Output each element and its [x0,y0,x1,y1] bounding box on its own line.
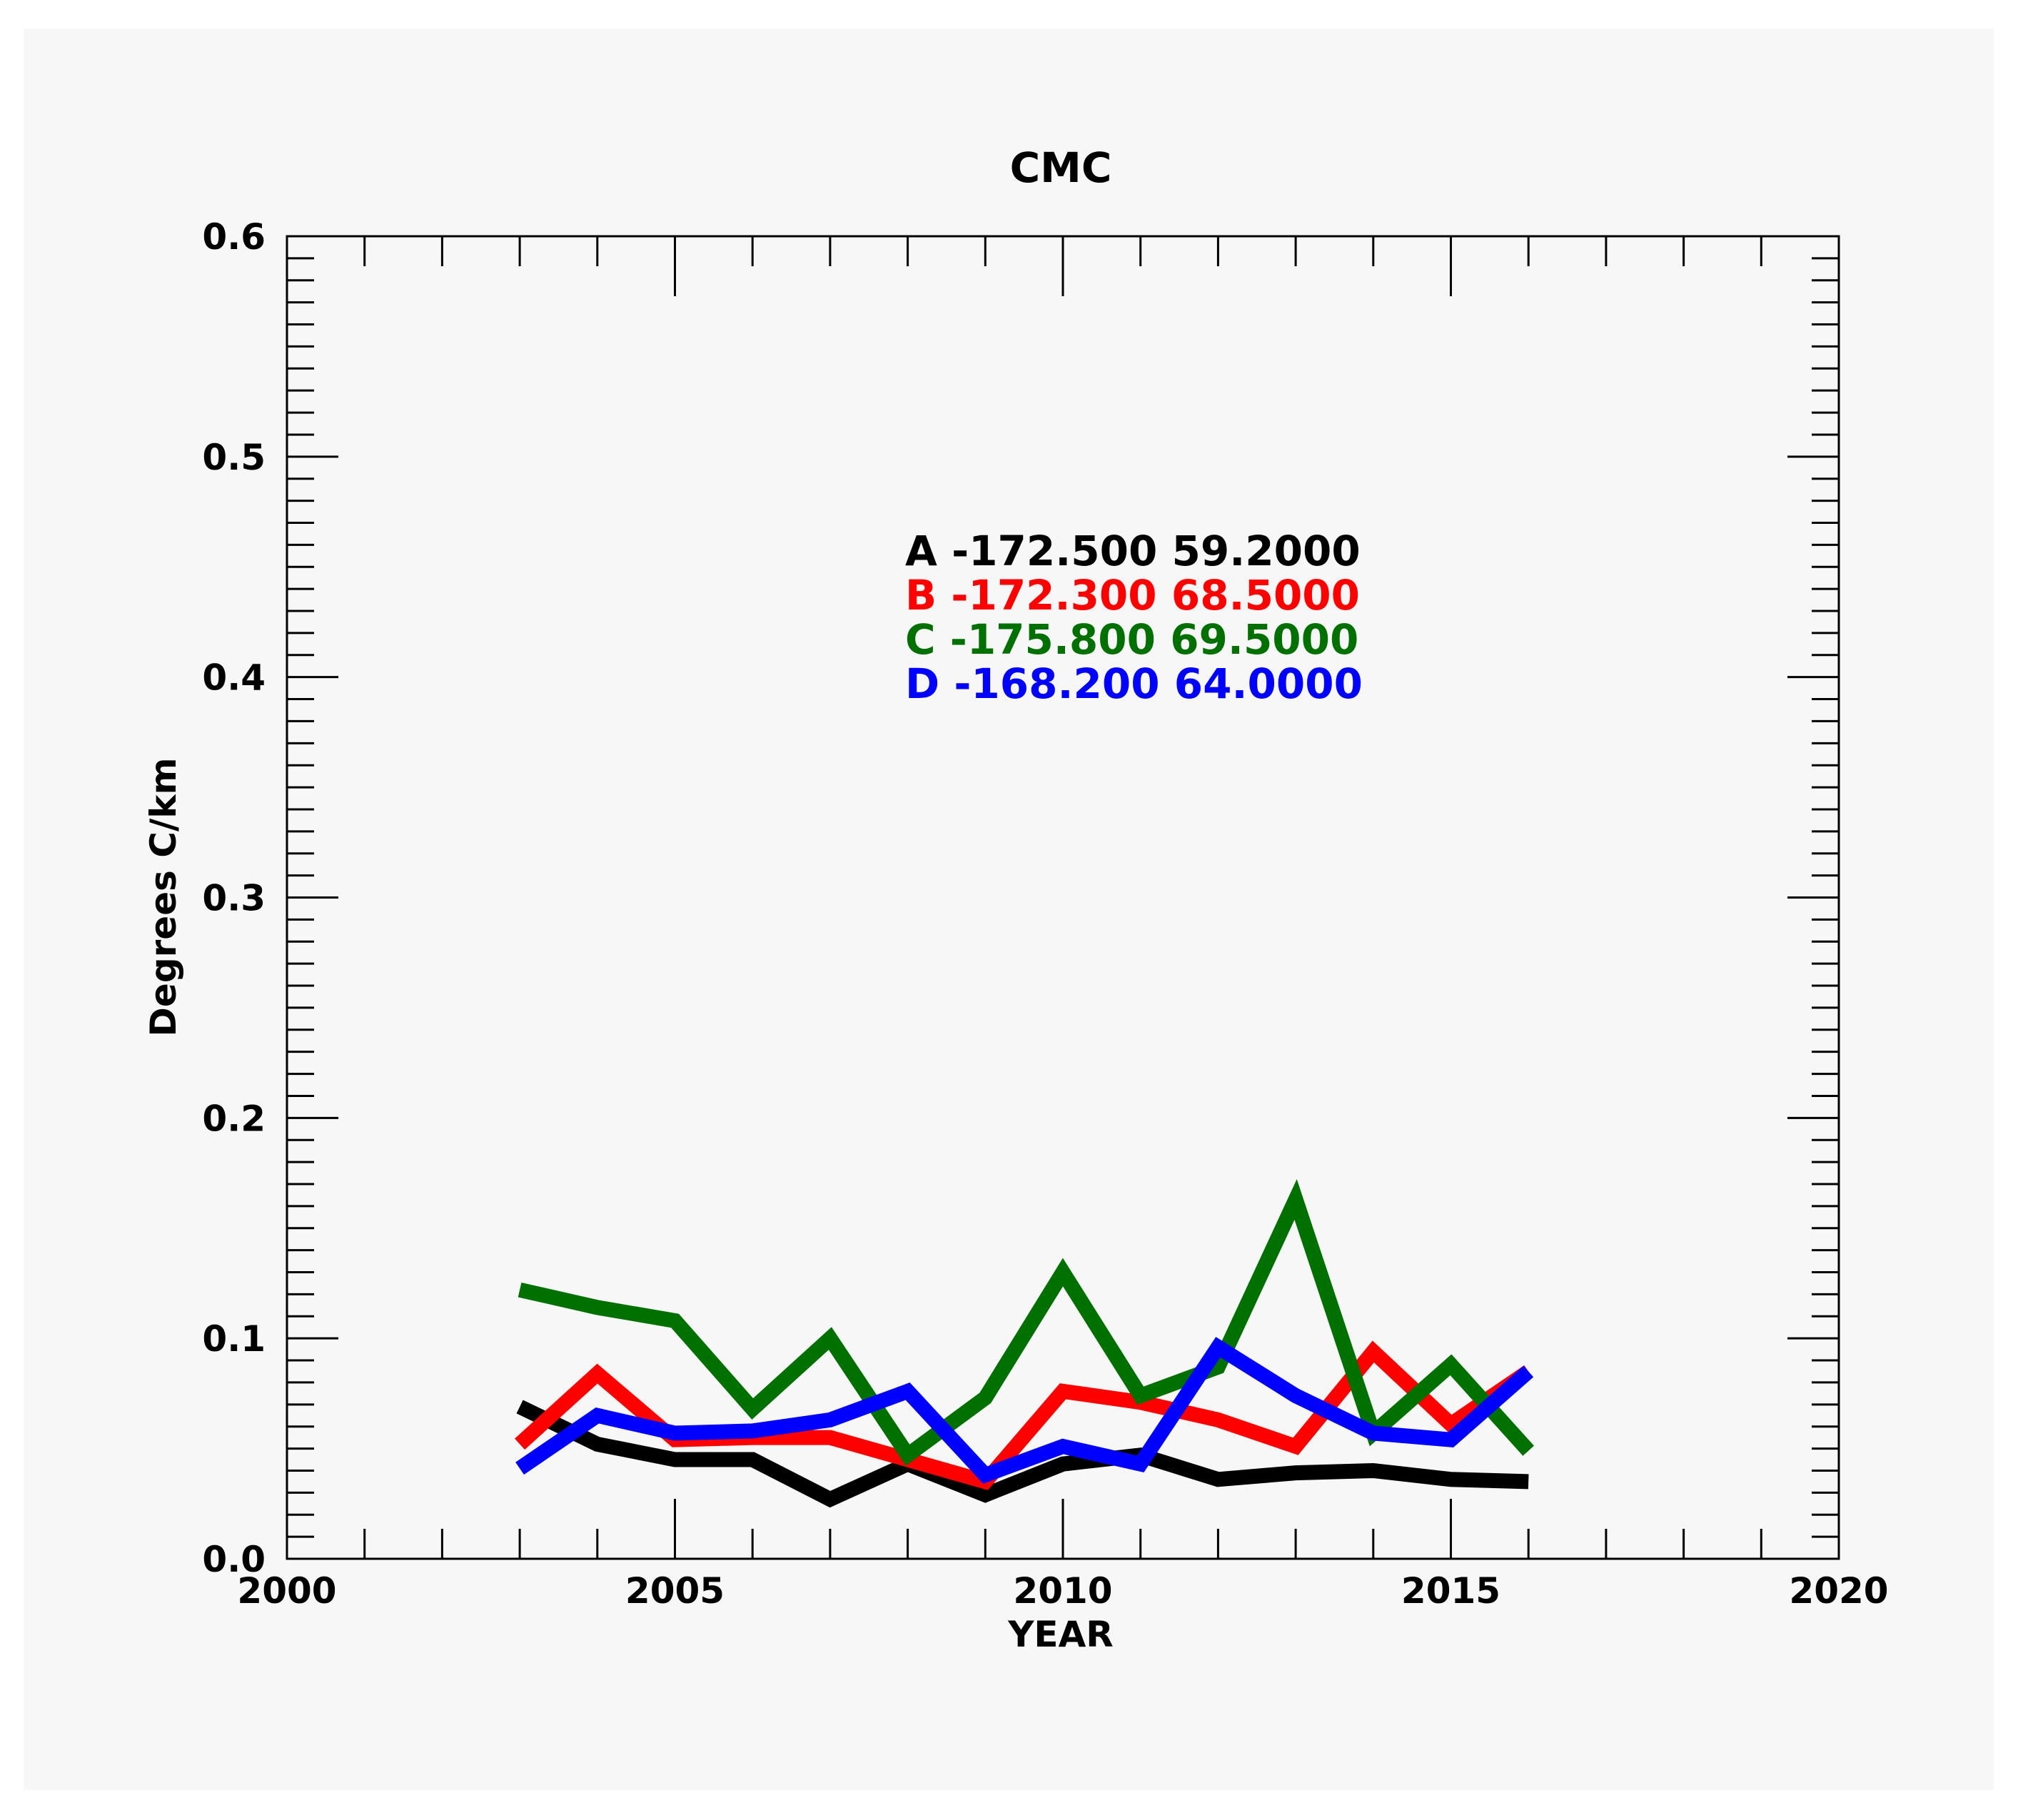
y-tick-label: 0.5 [202,437,266,478]
y-tick-label: 0.1 [202,1318,266,1360]
legend-entry-a: A -172.500 59.2000 [905,527,1361,575]
x-tick-label: 2010 [1013,1570,1112,1612]
axis-ticks [286,235,1840,1560]
chart-title: CMC [1010,143,1112,192]
y-tick-label: 0.3 [202,878,266,919]
x-tick-label: 2000 [237,1570,336,1612]
x-tick-label: 2005 [625,1570,725,1612]
series-line-c [518,1179,1534,1466]
chart-background [24,29,1994,1790]
x-tick-label: 2015 [1401,1570,1500,1612]
series-line-a [516,1400,1529,1508]
plot-frame [286,235,1840,1560]
series-lines [515,1179,1534,1508]
legend-entry-d: D -168.200 64.0000 [905,659,1363,708]
series-line-d [515,1337,1534,1484]
y-axis-label: Degrees C/km [143,757,184,1036]
y-tick-label: 0.4 [202,657,266,699]
legend-entry-c: C -175.800 69.5000 [905,615,1358,664]
x-tick-labels: 2000 2005 2010 2015 2020 [237,1570,1888,1612]
x-axis-label: YEAR [1007,1614,1114,1655]
y-tick-label: 0.0 [202,1539,266,1580]
y-tick-label: 0.6 [202,216,266,258]
x-tick-label: 2020 [1789,1570,1888,1612]
legend-entry-b: B -172.300 68.5000 [905,571,1360,620]
y-tick-labels: 0.0 0.1 0.2 0.3 0.4 0.5 0.6 [202,216,266,1580]
y-tick-label: 0.2 [202,1098,266,1139]
